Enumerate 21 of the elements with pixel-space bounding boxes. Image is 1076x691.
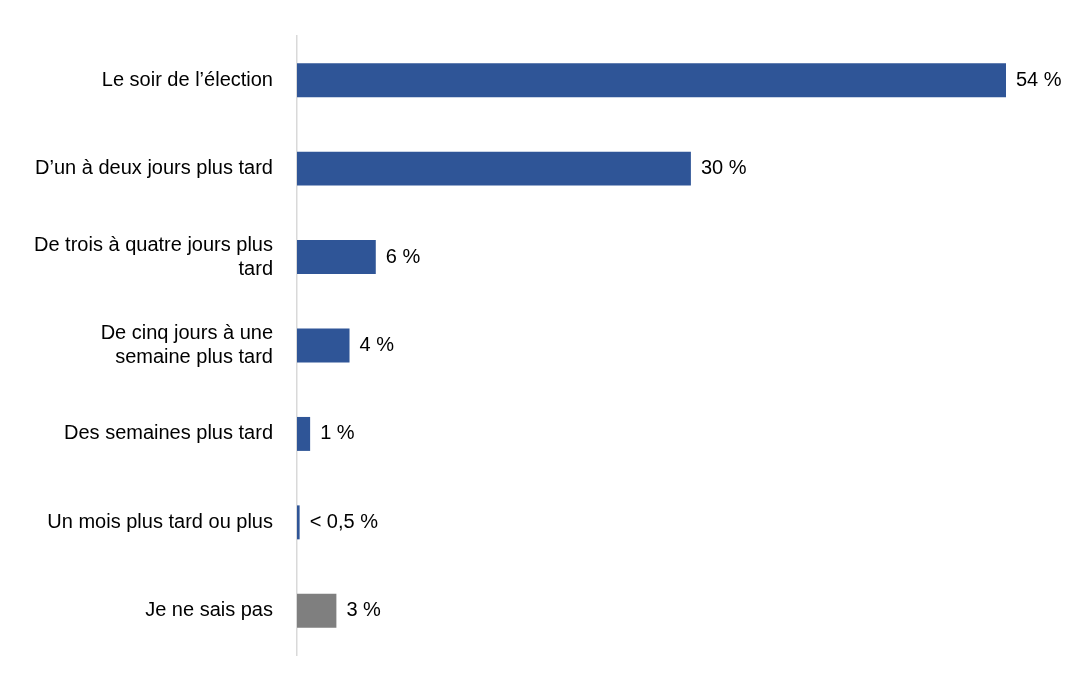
- y-tick-label: D’un à deux jours plus tard: [35, 156, 273, 179]
- data-label: 1 %: [320, 421, 355, 444]
- y-tick-label: Le soir de l’élection: [101, 67, 273, 90]
- bar: [297, 505, 300, 540]
- y-tick-label: Je ne sais pas: [145, 598, 273, 621]
- data-label: 6 %: [385, 244, 421, 267]
- y-tick-label: Des semaines plus tard: [64, 421, 273, 444]
- y-tick-label: Un mois plus tard ou plus: [47, 509, 273, 532]
- bar: [297, 63, 1006, 98]
- data-label: 3 %: [346, 598, 382, 621]
- bar: [297, 328, 350, 363]
- bar: [297, 593, 337, 628]
- bar: [297, 151, 691, 186]
- y-tick-label: De trois à quatre jours plus tard: [33, 232, 273, 279]
- bar: [297, 240, 376, 275]
- data-label: 4 %: [359, 333, 395, 356]
- data-label: 54 %: [1016, 67, 1062, 90]
- data-label: < 0,5 %: [309, 509, 379, 532]
- data-label: 30 %: [700, 156, 747, 179]
- bar: [297, 416, 311, 451]
- y-tick-label: De cinq jours à une semaine plus tard: [100, 321, 273, 368]
